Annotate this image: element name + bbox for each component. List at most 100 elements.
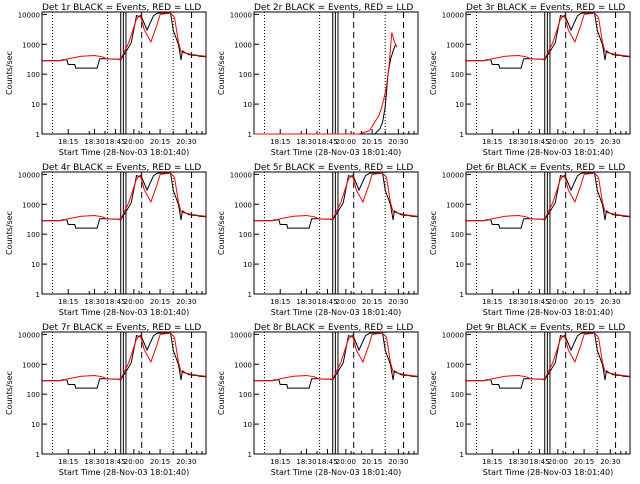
panel-title: Det 2r BLACK = Events, RED = LLD xyxy=(254,3,413,13)
x-tick-label: 18:30 xyxy=(508,298,528,306)
y-tick-label: 1 xyxy=(248,291,252,299)
plot-frame xyxy=(253,171,419,295)
y-tick-label: 1 xyxy=(36,291,40,299)
x-tick-label: 20:00 xyxy=(336,138,356,146)
detector-panel-7: Det 7r BLACK = Events, RED = LLD 1 10 100 10… xyxy=(5,323,207,477)
x-tick-label: 18:30 xyxy=(296,138,316,146)
y-tick-label: 10000 xyxy=(230,331,252,339)
y-tick-label: 1000 xyxy=(22,41,40,49)
x-tick-label: 20:00 xyxy=(336,458,356,466)
events-series-line xyxy=(42,12,207,69)
lld-series-line xyxy=(253,332,419,382)
y-tick-label: 10 xyxy=(455,421,464,429)
y-tick-label: 10 xyxy=(455,101,464,109)
lld-series-line xyxy=(465,332,631,382)
lld-series-line xyxy=(41,12,207,62)
x-tick-label: 18:15 xyxy=(482,138,502,146)
plot-frame xyxy=(465,171,631,295)
y-axis-label: Counts/sec xyxy=(429,371,438,415)
x-tick-label: 18:45 xyxy=(105,298,125,306)
y-tick-label: 100 xyxy=(27,71,40,79)
y-tick-label: 10 xyxy=(31,421,40,429)
x-tick-label: 20:00 xyxy=(336,298,356,306)
detector-panel-6: Det 6r BLACK = Events, RED = LLD 1 10 100 10… xyxy=(429,163,631,317)
y-tick-label: 1000 xyxy=(22,361,40,369)
x-tick-label: 20:30 xyxy=(176,298,196,306)
detector-panel-3: Det 3r BLACK = Events, RED = LLD 1 10 100 10… xyxy=(429,3,631,157)
x-tick-label: 18:15 xyxy=(482,298,502,306)
y-tick-label: 1 xyxy=(248,131,252,139)
y-tick-label: 10000 xyxy=(18,171,40,179)
y-tick-label: 10 xyxy=(243,261,252,269)
y-tick-label: 10000 xyxy=(442,331,464,339)
y-tick-label: 100 xyxy=(239,71,252,79)
x-tick-label: 18:15 xyxy=(270,458,290,466)
x-axis-label: Start Time (28-Nov-03 18:01:40) xyxy=(483,468,613,477)
lld-series-line xyxy=(254,32,398,135)
x-axis-label: Start Time (28-Nov-03 18:01:40) xyxy=(483,148,613,157)
y-tick-label: 10000 xyxy=(442,171,464,179)
events-series-line xyxy=(42,172,207,229)
y-axis-label: Counts/sec xyxy=(217,51,226,95)
x-tick-label: 18:45 xyxy=(317,138,337,146)
x-tick-label: 20:15 xyxy=(150,138,170,146)
y-axis-label: Counts/sec xyxy=(5,371,14,415)
detector-panel-5: Det 5r BLACK = Events, RED = LLD 1 10 100 10… xyxy=(217,163,419,317)
panel-title: Det 4r BLACK = Events, RED = LLD xyxy=(42,163,201,173)
y-tick-label: 10 xyxy=(31,261,40,269)
y-tick-label: 10 xyxy=(455,261,464,269)
x-axis-label: Start Time (28-Nov-03 18:01:40) xyxy=(271,468,401,477)
panel-title: Det 8r BLACK = Events, RED = LLD xyxy=(254,323,413,333)
y-tick-label: 10000 xyxy=(442,11,464,19)
events-series-line xyxy=(42,332,207,389)
y-axis-label: Counts/sec xyxy=(217,211,226,255)
y-tick-label: 100 xyxy=(27,231,40,239)
x-tick-label: 20:30 xyxy=(600,458,620,466)
x-tick-label: 18:30 xyxy=(296,458,316,466)
x-axis-label: Start Time (28-Nov-03 18:01:40) xyxy=(59,468,189,477)
panel-title: Det 9r BLACK = Events, RED = LLD xyxy=(466,323,625,333)
events-series-line xyxy=(466,332,631,389)
y-tick-label: 10 xyxy=(31,101,40,109)
y-tick-label: 1 xyxy=(36,131,40,139)
x-tick-label: 20:30 xyxy=(388,298,408,306)
lld-series-line xyxy=(41,172,207,222)
x-tick-label: 20:30 xyxy=(176,138,196,146)
y-axis-label: Counts/sec xyxy=(429,51,438,95)
panel-title: Det 5r BLACK = Events, RED = LLD xyxy=(254,163,413,173)
x-tick-label: 18:15 xyxy=(482,458,502,466)
events-series-line xyxy=(254,332,419,389)
detector-panel-2: Det 2r BLACK = Events, RED = LLD 1 10 100 10… xyxy=(217,3,419,157)
x-tick-label: 18:30 xyxy=(508,458,528,466)
x-tick-label: 20:15 xyxy=(150,458,170,466)
x-tick-label: 18:15 xyxy=(270,298,290,306)
x-tick-label: 20:00 xyxy=(124,298,144,306)
y-tick-label: 10000 xyxy=(230,11,252,19)
x-tick-label: 20:30 xyxy=(600,138,620,146)
x-tick-label: 20:30 xyxy=(176,458,196,466)
x-tick-label: 20:15 xyxy=(574,458,594,466)
y-tick-label: 1 xyxy=(36,451,40,459)
y-axis-label: Counts/sec xyxy=(5,211,14,255)
y-tick-label: 1000 xyxy=(446,361,464,369)
events-series-line xyxy=(254,172,419,229)
x-tick-label: 18:15 xyxy=(58,298,78,306)
x-tick-label: 18:45 xyxy=(105,138,125,146)
x-axis-label: Start Time (28-Nov-03 18:01:40) xyxy=(271,308,401,317)
x-tick-label: 18:30 xyxy=(296,298,316,306)
x-tick-label: 20:00 xyxy=(548,458,568,466)
y-tick-label: 1000 xyxy=(446,41,464,49)
x-axis-label: Start Time (28-Nov-03 18:01:40) xyxy=(59,148,189,157)
y-tick-label: 1 xyxy=(248,451,252,459)
events-series-line xyxy=(466,12,631,69)
plot-frame xyxy=(465,331,631,455)
x-axis-label: Start Time (28-Nov-03 18:01:40) xyxy=(483,308,613,317)
y-tick-label: 100 xyxy=(451,231,464,239)
x-tick-label: 20:15 xyxy=(362,298,382,306)
x-tick-label: 18:45 xyxy=(105,458,125,466)
y-tick-label: 100 xyxy=(239,391,252,399)
lld-series-line xyxy=(253,172,419,222)
y-tick-label: 1000 xyxy=(234,361,252,369)
